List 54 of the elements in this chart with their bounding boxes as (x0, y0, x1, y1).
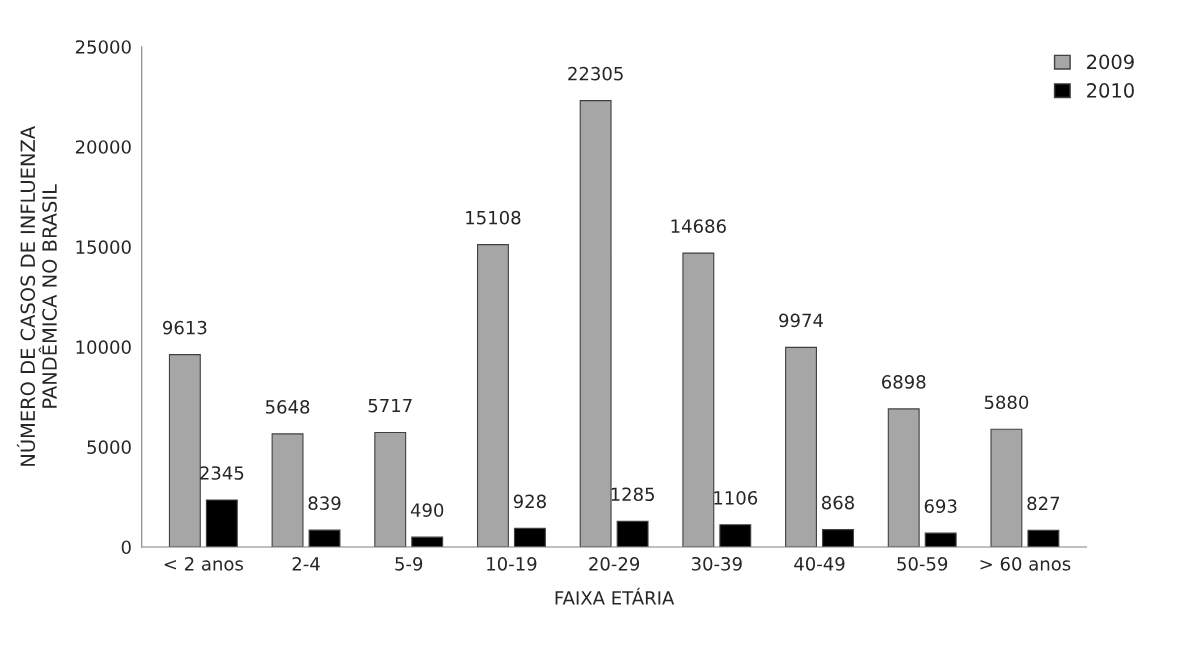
data-label: 868 (821, 495, 854, 510)
x-tick-label: < 2 anos (164, 556, 243, 571)
y-axis-title: NÚMERO DE CASOS DE INFLUENZA PANDÊMICA NO BRASIL (16, 126, 57, 466)
bar (1027, 529, 1060, 547)
bar (168, 354, 201, 547)
bar (579, 100, 612, 547)
data-label: 1285 (611, 487, 654, 502)
y-tick-label: 10000 (76, 340, 131, 354)
data-label: 1106 (714, 490, 758, 505)
x-tick-label: 20-29 (589, 556, 640, 571)
bar (719, 524, 752, 547)
bar (682, 252, 715, 547)
x-tick-label: 40-49 (794, 556, 845, 571)
data-label: 5648 (265, 400, 310, 414)
data-label: 9974 (779, 313, 823, 328)
y-tick-label: 15000 (76, 240, 131, 254)
data-label: 6898 (882, 375, 926, 389)
data-label: 15108 (466, 210, 521, 225)
bar (271, 433, 304, 547)
data-label: 928 (513, 494, 546, 509)
bar (411, 536, 444, 547)
bar (990, 428, 1023, 547)
data-label: 839 (308, 496, 341, 510)
bar (513, 527, 546, 547)
data-label: 5717 (368, 398, 412, 413)
bar (924, 532, 957, 547)
x-axis-title: FAIXA ETÁRIA (555, 587, 675, 605)
x-tick-label: 2-4 (292, 556, 320, 571)
data-label: 693 (924, 499, 957, 513)
data-label: 827 (1027, 496, 1060, 511)
bar (887, 408, 920, 547)
bar (308, 529, 341, 547)
x-tick-label: 10-19 (487, 556, 537, 571)
x-tick-label: 5-9 (395, 556, 423, 571)
bar (374, 431, 407, 547)
bar (616, 520, 649, 547)
data-label: 22305 (568, 66, 623, 81)
y-tick-label: 25000 (75, 40, 131, 54)
y-tick-label: 20000 (75, 140, 131, 154)
bar (205, 499, 238, 547)
bar (822, 529, 854, 547)
data-label: 14686 (671, 219, 726, 233)
bar (785, 346, 817, 547)
data-label: 5880 (984, 395, 1029, 410)
bar (476, 244, 509, 547)
x-tick-label: 50-59 (897, 556, 948, 571)
y-tick-label: 5000 (87, 440, 131, 455)
y-tick-label: 0 (121, 540, 131, 555)
data-label: 9613 (163, 320, 207, 335)
legend-label: 2009 (1087, 54, 1134, 70)
x-tick-label: 30-39 (691, 556, 742, 571)
data-label: 490 (410, 503, 444, 517)
legend-label: 2010 (1087, 83, 1134, 98)
x-tick-label: > 60 anos (980, 556, 1071, 571)
